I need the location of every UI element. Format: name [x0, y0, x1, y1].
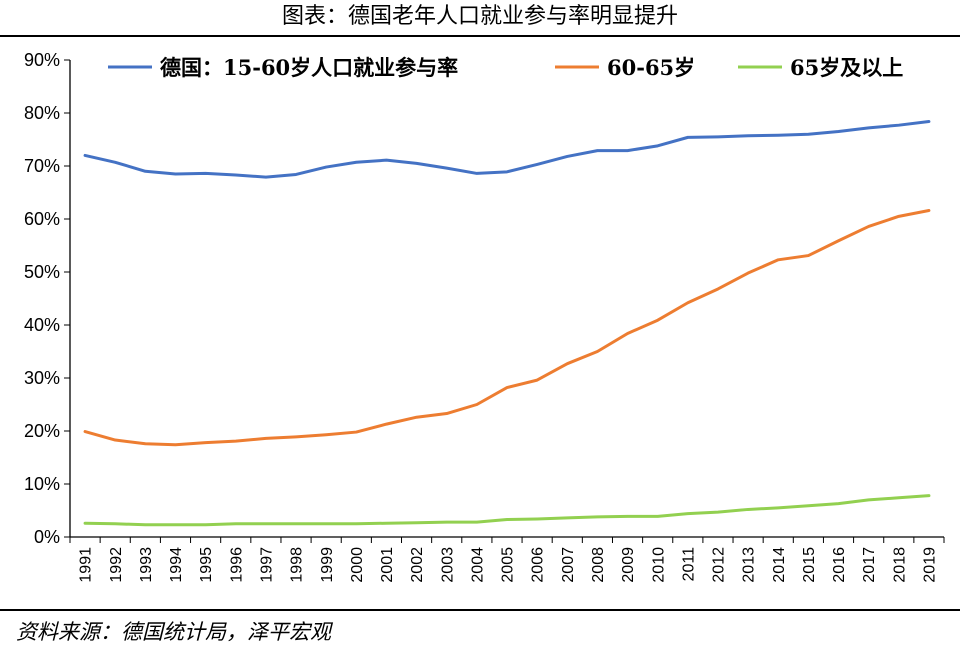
- x-tick-label: 2005: [500, 547, 517, 583]
- x-tick-label: 1991: [78, 547, 95, 583]
- chart-lines: [83, 119, 931, 527]
- x-tick-label: 2011: [680, 547, 697, 582]
- y-tick-label: 80%: [24, 103, 60, 123]
- x-tick-label: 2003: [439, 547, 456, 583]
- y-tick-label: 70%: [24, 156, 60, 176]
- x-tick-label: 2006: [530, 547, 547, 583]
- top-divider: [0, 35, 960, 37]
- x-tick-label: 2018: [891, 547, 908, 583]
- x-tick-label: 1996: [228, 547, 245, 583]
- x-tick-label: 2017: [861, 547, 878, 583]
- x-tick-label: 2008: [590, 547, 607, 583]
- x-tick-label: 2019: [922, 547, 939, 583]
- chart-legend: 德国：15-60岁人口就业参与率 60-65岁 65岁及以上: [108, 55, 903, 80]
- chart-axes: [69, 60, 944, 538]
- x-tick-label: 1994: [168, 547, 185, 583]
- x-tick-label: 2012: [711, 547, 728, 583]
- y-tick-label: 10%: [24, 474, 60, 494]
- x-tick-label: 2014: [771, 547, 788, 583]
- x-tick-label: 2001: [379, 547, 396, 583]
- y-tick-label: 60%: [24, 209, 60, 229]
- x-tick-label: 2013: [741, 547, 758, 583]
- y-tick-label: 90%: [24, 50, 60, 70]
- x-tick-label: 1993: [138, 547, 155, 583]
- x-tick-label: 1992: [108, 547, 125, 583]
- legend-label-2: 60-65岁: [607, 55, 695, 80]
- y-tick-label: 20%: [24, 421, 60, 441]
- legend-label-3: 65岁及以上: [790, 55, 903, 80]
- x-tick-label: 2004: [469, 547, 486, 583]
- series-line-2: [83, 209, 931, 447]
- x-tick-label: 2007: [560, 547, 577, 583]
- x-tick-label: 2000: [349, 547, 366, 583]
- source-note: 资料来源：德国统计局，泽平宏观: [16, 620, 331, 644]
- x-tick-label: 2002: [409, 547, 426, 583]
- x-tick-label: 2016: [831, 547, 848, 583]
- y-tick-label: 0%: [34, 527, 60, 547]
- x-tick-label: 1995: [198, 547, 215, 583]
- x-tick-label: 2015: [801, 547, 818, 583]
- x-tick-label: 1999: [319, 547, 336, 583]
- x-tick-label: 2010: [650, 547, 667, 583]
- y-tick-label: 50%: [24, 262, 60, 282]
- y-tick-label: 30%: [24, 368, 60, 388]
- chart-ticks: 0% 10% 20% 30% 40% 50% 60% 70% 80% 90% 1991 1992 199…: [24, 50, 945, 583]
- bottom-divider: [0, 609, 960, 611]
- legend-label-1: 德国：15-60岁人口就业参与率: [160, 55, 458, 80]
- x-tick-label: 1997: [258, 547, 275, 583]
- y-tick-label: 40%: [24, 315, 60, 335]
- chart-title: 图表：德国老年人口就业参与率明显提升: [281, 4, 678, 29]
- series-line-1: [83, 119, 931, 179]
- x-tick-label: 2009: [620, 547, 637, 583]
- x-tick-label: 1998: [289, 547, 306, 583]
- line-chart: 0% 10% 20% 30% 40% 50% 60% 70% 80% 90% 1991 1992 199…: [24, 50, 945, 583]
- series-line-3: [83, 494, 931, 527]
